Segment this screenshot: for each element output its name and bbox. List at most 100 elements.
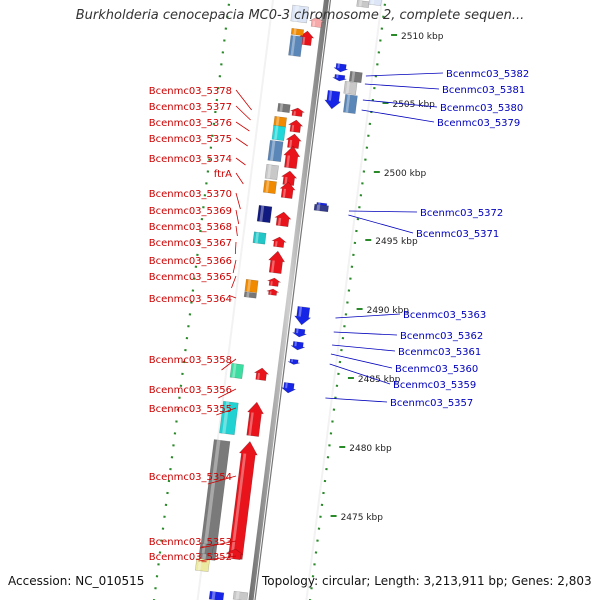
- left-gene-label-8: Bcenmc03_5369: [149, 206, 232, 217]
- feature-box-17: [194, 557, 210, 573]
- forward-gene-arrow-14-shine: [248, 412, 254, 436]
- scale-tick-label-8: 2475 kbp: [341, 513, 384, 523]
- right-feature-box-6-shine: [316, 204, 321, 211]
- feature-box-14: [219, 400, 239, 436]
- right-gene-label-10: Bcenmc03_5360: [395, 364, 478, 375]
- reverse-gene-arrow-1: [333, 63, 348, 73]
- feature-box-3-body: [277, 103, 291, 113]
- left-leader-line-17: [207, 475, 237, 485]
- feature-box-17-body: [194, 557, 210, 573]
- feature-box-3: [277, 103, 291, 113]
- left-leader-line-1: [235, 89, 252, 111]
- forward-gene-arrow-1: [299, 30, 315, 46]
- right-gene-label-2: Bcenmc03_5381: [442, 85, 525, 96]
- feature-box-9-shine: [259, 205, 265, 222]
- left-leader-line-2: [235, 105, 251, 121]
- feature-box-8-shine: [265, 180, 270, 193]
- left-leader-line-16: [216, 407, 237, 416]
- right-gene-label-1: Bcenmc03_5382: [446, 69, 529, 80]
- feature-box-12-body: [243, 291, 257, 299]
- feature-box-14-shine: [222, 401, 230, 434]
- forward-gene-arrow-7-shine: [282, 188, 287, 198]
- feature-box-6-body: [267, 139, 284, 163]
- right-leader-line-11: [329, 363, 391, 385]
- right-leader-line-4: [361, 109, 435, 123]
- left-gene-label-6: ftrA: [214, 169, 232, 180]
- forward-gene-arrow-6-shine: [284, 176, 288, 185]
- forward-gene-arrow-top-shine: [312, 21, 316, 27]
- feature-box-11-shine: [246, 279, 252, 292]
- scale-tick-label-6: 2485 kbp: [358, 375, 401, 385]
- forward-gene-arrow-11: [266, 277, 282, 287]
- right-leader-line-7: [335, 313, 401, 319]
- left-gene-label-9: Bcenmc03_5368: [149, 222, 232, 233]
- left-gene-label-3: Bcenmc03_5376: [149, 118, 232, 129]
- feature-box-15-shine: [202, 439, 221, 560]
- right-gene-label-7: Bcenmc03_5363: [403, 310, 486, 321]
- reverse-gene-arrow-8: [287, 358, 300, 365]
- forward-gene-arrow-5-shape: [283, 145, 301, 169]
- forward-gene-arrow-6-shape: [281, 170, 298, 186]
- forward-gene-arrow-11-shine: [270, 281, 273, 286]
- reverse-gene-arrow-2: [332, 74, 347, 82]
- feature-box-10-body: [252, 231, 267, 245]
- scale-tick-label-3: 2500 kbp: [384, 169, 427, 179]
- left-leader-line-11: [232, 259, 237, 274]
- forward-gene-arrow-12-shine: [269, 291, 272, 295]
- feature-box-16-shine: [201, 543, 206, 554]
- forward-gene-arrow-9-shine: [274, 241, 278, 247]
- feature-box-12-shine: [246, 292, 250, 298]
- left-gene-label-11: Bcenmc03_5366: [149, 256, 232, 267]
- left-leader-line-15: [218, 388, 237, 399]
- bottom-feature-box-1-body: [208, 590, 225, 600]
- right-feature-box-2-shine: [345, 81, 350, 94]
- forward-gene-arrow-1-shape: [299, 30, 315, 46]
- forward-gene-arrow-2-shine: [293, 111, 296, 116]
- forward-gene-arrow-7-shape: [279, 181, 296, 199]
- right-feature-box-4-body: [356, 0, 370, 9]
- reverse-gene-arrow-6-shine: [296, 328, 299, 334]
- feature-box-13: [229, 363, 244, 379]
- feature-box-7-body: [264, 164, 279, 180]
- right-feature-box-1-body: [348, 71, 363, 83]
- right-feature-box-5-shine: [371, 0, 375, 5]
- forward-gene-arrow-3: [287, 119, 304, 133]
- feature-box-2: [290, 27, 305, 37]
- chromosome-backbone: [248, 0, 329, 600]
- right-feature-box-4: [356, 0, 370, 9]
- forward-gene-arrow-7: [279, 181, 296, 199]
- left-gene-label-10: Bcenmc03_5367: [149, 238, 232, 249]
- scale-tick-label-4: 2495 kbp: [375, 237, 418, 247]
- right-gene-label-8: Bcenmc03_5362: [400, 331, 483, 342]
- right-gene-label-12: Bcenmc03_5357: [390, 398, 473, 409]
- right-gene-label-5: Bcenmc03_5372: [420, 208, 503, 219]
- feature-box-4: [273, 116, 287, 128]
- right-feature-box-3-body: [343, 94, 358, 114]
- forward-gene-arrow-3-shape: [287, 119, 304, 133]
- forward-gene-arrow-15-shape: [228, 441, 258, 560]
- right-feature-box-1-shine: [351, 71, 356, 82]
- right-gene-label-4: Bcenmc03_5379: [437, 118, 520, 129]
- topology-text: Topology: circular; Length: 3,213,911 bp…: [262, 574, 592, 588]
- feature-box-11-body: [244, 279, 259, 293]
- reverse-gene-arrow-6-shape: [292, 328, 307, 338]
- left-gene-label-4: Bcenmc03_5375: [149, 134, 232, 145]
- forward-gene-arrow-12-shape: [266, 288, 279, 296]
- top-feature-box-body: [290, 4, 309, 24]
- right-feature-box-3: [343, 94, 358, 114]
- scale-tick-label-5: 2490 kbp: [367, 306, 410, 316]
- right-feature-box-5: [368, 0, 382, 7]
- right-feature-box-3-shine: [345, 94, 351, 113]
- feature-box-5-body: [271, 125, 286, 141]
- bottom-feature-box-1: [208, 590, 225, 600]
- right-feature-box-5-body: [368, 0, 382, 7]
- feature-box-9: [256, 204, 273, 224]
- left-gene-label-2: Bcenmc03_5377: [149, 102, 232, 113]
- forward-gene-arrow-14: [246, 401, 264, 437]
- scale-tick-label-1: 2510 kbp: [401, 32, 444, 42]
- reverse-gene-arrow-7-shape: [290, 341, 305, 351]
- forward-gene-arrow-4: [285, 133, 302, 149]
- bottom-feature-box-1-shine: [211, 591, 216, 600]
- reverse-gene-arrow-8-shine: [291, 359, 294, 363]
